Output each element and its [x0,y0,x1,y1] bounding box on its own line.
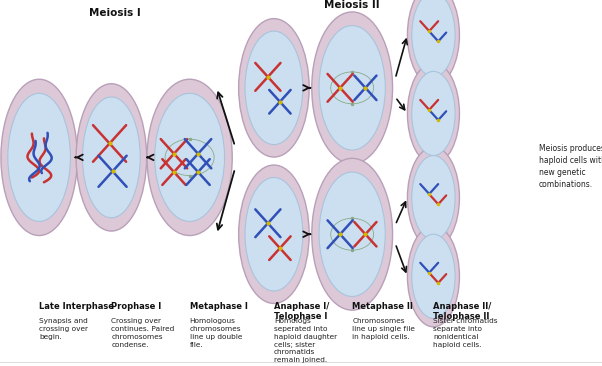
Ellipse shape [408,226,459,327]
Ellipse shape [408,147,459,248]
Ellipse shape [408,0,459,85]
Ellipse shape [238,19,309,157]
Ellipse shape [319,26,385,150]
Text: Late Interphase: Late Interphase [39,302,114,311]
Ellipse shape [155,93,225,221]
Ellipse shape [312,12,393,164]
Ellipse shape [412,156,455,240]
Ellipse shape [8,93,70,221]
Text: Metaphase I: Metaphase I [190,302,247,311]
Text: Chromosomes
line up single file
in haploid cells.: Chromosomes line up single file in haplo… [352,318,415,340]
Ellipse shape [82,97,140,218]
Ellipse shape [238,165,309,303]
Text: Meiosis produces
haploid cells with
new genetic
combinations.: Meiosis produces haploid cells with new … [539,144,602,189]
Text: Homologs
seperated into
haploid daughter
cells; sister
chromatids
remain joined.: Homologs seperated into haploid daughter… [274,318,337,363]
Text: Crossing over
continues. Paired
chromosomes
condense.: Crossing over continues. Paired chromoso… [111,318,175,348]
Ellipse shape [147,79,232,236]
Text: Anaphase I/
Telophase I: Anaphase I/ Telophase I [274,302,329,321]
Text: Metaphase II: Metaphase II [352,302,413,311]
Text: Synapsis and
crossing over
begin.: Synapsis and crossing over begin. [39,318,88,340]
Ellipse shape [408,63,459,164]
Ellipse shape [412,234,455,318]
Text: Prophase I: Prophase I [111,302,161,311]
Text: Anaphase II/
Telophase II: Anaphase II/ Telophase II [433,302,492,321]
Ellipse shape [412,71,455,156]
Ellipse shape [312,158,393,310]
Ellipse shape [412,0,455,77]
Text: Homologous
chromosomes
line up double
file.: Homologous chromosomes line up double fi… [190,318,242,348]
Ellipse shape [319,172,385,296]
Ellipse shape [76,84,147,231]
Text: Meiosis I: Meiosis I [88,8,140,18]
Text: Sister chromatids
separate into
nonidentical
haploid cells.: Sister chromatids separate into nonident… [433,318,498,348]
Ellipse shape [1,79,77,236]
Ellipse shape [245,31,303,145]
Ellipse shape [245,178,303,291]
Text: Meiosis II: Meiosis II [324,0,380,11]
